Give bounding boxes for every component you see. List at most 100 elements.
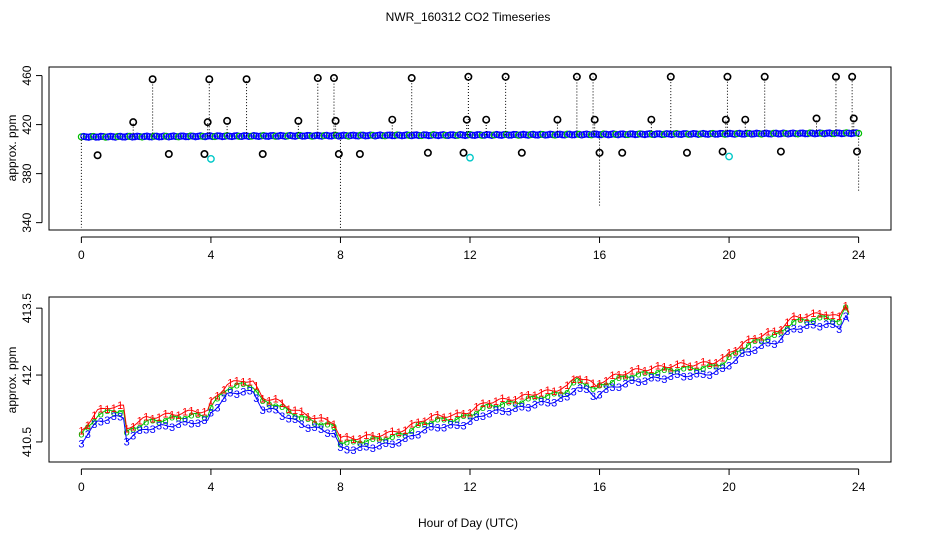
- series-point-2: o: [577, 376, 583, 388]
- series-point-1: 1: [305, 412, 311, 424]
- series-point-3: 3: [195, 418, 201, 430]
- series-point-1: 1: [726, 347, 732, 359]
- series-point-3: 3: [78, 439, 84, 451]
- series-point-3: 3: [299, 419, 305, 431]
- series-point-2: o: [98, 409, 104, 421]
- series-point-2: o: [175, 412, 181, 424]
- series-point-1: 1: [383, 428, 389, 440]
- series-point-1: 1: [124, 424, 130, 436]
- series-point-3: 3: [493, 405, 499, 417]
- series-point-3: 3: [214, 403, 220, 415]
- series-point-3: 3: [350, 445, 356, 457]
- outlier-low-point: [93, 151, 102, 160]
- series-point-1: 1: [687, 361, 693, 373]
- series-point-2: o: [130, 423, 136, 435]
- top-x-axis: 0 4 8 12 16 20 24: [78, 236, 866, 262]
- series-point-1: 1: [318, 413, 324, 425]
- bottom-y-axis: 410.5 412 413.5: [20, 293, 43, 457]
- series-point-3: 3: [519, 401, 525, 413]
- series-point-1: 1: [661, 362, 667, 374]
- baseline-point: [172, 132, 180, 141]
- series-point-2: o: [188, 410, 194, 422]
- baseline-point: [114, 132, 122, 141]
- series-point-2: o: [603, 380, 609, 392]
- series-point-1: 1: [720, 353, 726, 365]
- baseline-point: [320, 131, 328, 140]
- series-point-1: 1: [78, 426, 84, 438]
- series-point-1: 1: [694, 360, 700, 372]
- series-point-2: o: [318, 419, 324, 431]
- top-data-marks: [77, 72, 863, 229]
- series-point-2: o: [661, 364, 667, 376]
- series-point-2: o: [745, 340, 751, 352]
- series-point-3: 3: [596, 389, 602, 401]
- series-point-3: 3: [668, 371, 674, 383]
- series-point-2: o: [726, 351, 732, 363]
- series-point-2: o: [409, 425, 415, 437]
- series-point-2: o: [571, 377, 577, 389]
- baseline-point: [473, 131, 481, 139]
- series-point-3: 3: [454, 420, 460, 432]
- series-point-1: 1: [810, 308, 816, 320]
- bottom-y-axis-title: approx. ppm: [5, 347, 19, 414]
- series-point-3: 3: [150, 424, 156, 436]
- series-point-1: 1: [402, 425, 408, 437]
- baseline-point: [716, 129, 724, 138]
- baseline-point: [393, 131, 401, 139]
- series-point-3: 3: [357, 442, 363, 454]
- series-point-1: 1: [732, 345, 738, 357]
- series-point-1: 1: [609, 370, 615, 382]
- series-point-1: 1: [707, 358, 713, 370]
- series-point-2: o: [804, 316, 810, 328]
- baseline-point: [451, 131, 460, 140]
- series-point-1: 1: [603, 375, 609, 387]
- series-point-1: 1: [344, 431, 350, 443]
- series-point-1: 1: [525, 389, 531, 401]
- baseline-point: [743, 129, 751, 137]
- series-point-1: 1: [506, 395, 512, 407]
- outlier-cyan-point: [725, 152, 733, 161]
- baseline-point: [590, 130, 598, 138]
- series-point-3: 3: [435, 422, 441, 434]
- outlier-high-point: [849, 114, 858, 123]
- series-point-3: 3: [292, 414, 298, 426]
- outlier-low-point: [258, 150, 267, 159]
- series-point-3: 3: [208, 408, 214, 420]
- baseline-point: [612, 130, 620, 138]
- series-point-2: o: [91, 416, 97, 428]
- series-point-2: o: [700, 363, 706, 375]
- baseline-point: [478, 131, 486, 139]
- series-point-1: 1: [350, 434, 356, 446]
- baseline-point: [568, 131, 576, 139]
- series-point-1: 1: [629, 365, 635, 377]
- series-point-3: 3: [616, 382, 622, 394]
- series-point-2: o: [150, 415, 156, 427]
- series-point-1: 1: [266, 395, 272, 407]
- bottom-plot-frame: [48, 296, 892, 463]
- baseline-point: [801, 130, 809, 138]
- series-point-3: 3: [344, 444, 350, 456]
- bottom-y-tick-label: 412: [20, 365, 34, 385]
- series-point-1: 1: [622, 370, 628, 382]
- series-point-3: 3: [609, 382, 615, 394]
- baseline-point: [483, 130, 491, 139]
- baseline-point: [97, 132, 105, 140]
- top-x-tick-label: 20: [722, 248, 736, 262]
- bottom-x-axis: 0 4 8 12 16 20 24: [78, 468, 866, 494]
- series-point-2: o: [499, 399, 505, 411]
- outlier-cyan-point: [466, 153, 474, 162]
- series-point-1: 1: [564, 380, 570, 392]
- outlier-low-point: [517, 148, 526, 157]
- series-point-1: 1: [286, 404, 292, 416]
- series-point-2: o: [415, 419, 421, 431]
- series-point-2: o: [143, 416, 149, 428]
- series-point-2: o: [273, 400, 279, 412]
- x-axis-title: Hour of Day (UTC): [418, 516, 518, 530]
- outlier-high-point: [831, 72, 840, 81]
- baseline-point: [791, 130, 800, 138]
- baseline-point: [599, 130, 608, 138]
- top-y-tick-label: 340: [20, 212, 34, 232]
- series-point-3: 3: [707, 370, 713, 382]
- baseline-point: [383, 131, 392, 139]
- series-point-3: 3: [784, 326, 790, 338]
